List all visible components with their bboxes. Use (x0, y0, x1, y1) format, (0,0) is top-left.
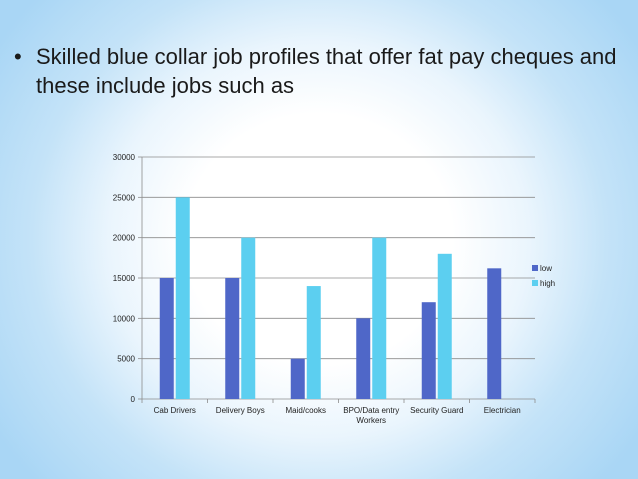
bar-high (437, 253, 452, 399)
x-tick-label: Delivery Boys (216, 406, 265, 415)
x-tick-label: Workers (356, 416, 386, 425)
y-tick-label: 10000 (113, 314, 136, 323)
y-tick-label: 5000 (117, 355, 135, 364)
legend-label-low: low (540, 264, 552, 273)
bullet-marker: • (14, 44, 22, 69)
bar-high (306, 286, 321, 399)
bar-high (241, 237, 256, 399)
bar-low (421, 302, 436, 399)
x-tick-label: Electrician (484, 406, 521, 415)
bar-low (159, 278, 174, 399)
bar-low (356, 318, 371, 399)
bar-low (290, 358, 305, 399)
y-tick-label: 30000 (113, 153, 136, 162)
bar-high (372, 237, 387, 399)
y-tick-label: 25000 (113, 193, 136, 202)
bullet-text: Skilled blue collar job profiles that of… (36, 44, 617, 98)
y-tick-label: 20000 (113, 234, 136, 243)
legend-label-high: high (540, 279, 555, 288)
bar-low (225, 278, 240, 399)
bullet-point: • Skilled blue collar job profiles that … (14, 42, 624, 100)
x-tick-label: BPO/Data entry (343, 406, 399, 415)
y-tick-label: 15000 (113, 274, 136, 283)
legend-swatch-high (532, 280, 538, 286)
x-tick-label: Cab Drivers (154, 406, 196, 415)
legend-swatch-low (532, 265, 538, 271)
x-tick-label: Maid/cooks (286, 406, 326, 415)
y-tick-label: 0 (131, 395, 136, 404)
bar-high (175, 197, 190, 399)
x-tick-label: Security Guard (410, 406, 463, 415)
bar-low (487, 268, 502, 399)
